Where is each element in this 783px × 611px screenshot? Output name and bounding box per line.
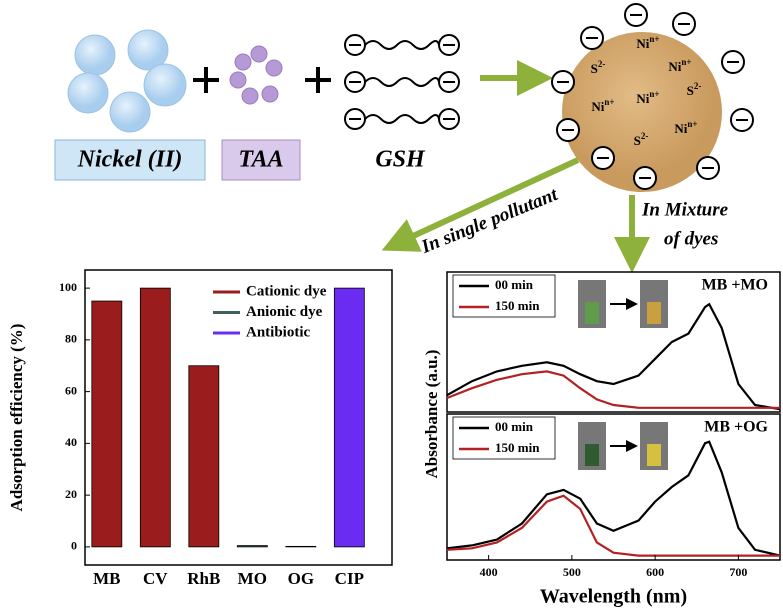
vial-liquid [647, 302, 661, 324]
plus [193, 67, 331, 93]
x-tick-label: RhB [187, 569, 220, 588]
bar [333, 287, 365, 548]
legend-label: Cationic dye [246, 283, 327, 299]
reagent-label: GSH [375, 147, 426, 173]
surface-charges [551, 3, 754, 190]
ion: Ni [674, 121, 687, 136]
legend-box [452, 416, 556, 460]
x-tick-label: 600 [646, 565, 664, 579]
legend-label: 150 min [495, 440, 540, 455]
charge: 2- [598, 59, 606, 69]
charge: n+ [649, 89, 659, 99]
x-tick-label: MB [93, 569, 120, 588]
gsh-molecules [344, 34, 460, 130]
nickel-box [54, 139, 206, 181]
y-tick-label: 0 [71, 539, 77, 553]
x-tick-label: 400 [480, 565, 498, 579]
arrow-label: In Mixture [641, 199, 729, 220]
bar [91, 300, 123, 548]
ion: S [591, 61, 598, 76]
x-tick-label: 500 [563, 565, 581, 579]
bar [139, 287, 171, 548]
legend-label: Anionic dye [246, 304, 323, 320]
legend-label: Antibiotic [246, 324, 311, 340]
ion: Ni [636, 36, 649, 51]
vial-liquid [647, 444, 661, 466]
legend-label: 00 min [495, 277, 534, 292]
taa [229, 45, 283, 105]
x-tick-label: CV [143, 569, 168, 588]
nickel-ions [67, 29, 187, 133]
charts: 0 20 40 60 80 100 Adsorption efficiency (%) MB C… [7, 269, 781, 608]
spectrum [446, 440, 781, 557]
charge: 2- [694, 81, 702, 91]
y-axis-label: Absorbance (a.u.) [422, 350, 441, 479]
ion: Ni [591, 99, 604, 114]
vial-liquid [585, 302, 599, 324]
particle-label: S2- [634, 131, 649, 148]
particle-label: S2- [687, 81, 702, 98]
particle-label: Nin+ [636, 34, 659, 51]
bar [285, 545, 317, 548]
y-tick-label: 60 [65, 383, 77, 397]
charge: n+ [604, 97, 614, 107]
particle-labels: Nin+S2- Nin+Nin+ Nin+ S2-Nin+S2- [591, 34, 702, 148]
reagent-label: Nickel (II) [77, 147, 183, 173]
y-tick-label: 100 [59, 280, 77, 294]
spectrum [446, 302, 781, 411]
panel-label: MB +MO [702, 277, 768, 294]
x-tick-label: 700 [729, 565, 747, 579]
particle-label: S2- [591, 59, 606, 76]
charge: n+ [681, 57, 691, 67]
legend-label: 150 min [495, 298, 540, 313]
y-tick-label: 80 [65, 332, 77, 346]
charge: n+ [687, 119, 697, 129]
particle-label: Nin+ [591, 97, 614, 114]
plot-frame [446, 271, 781, 413]
x-tick-label: OG [288, 569, 314, 588]
legend-box [452, 274, 556, 318]
x-axis-label: Wavelength (nm) [540, 586, 687, 608]
arrow-label: of dyes [664, 228, 718, 249]
particle-label: Nin+ [668, 57, 691, 74]
ion: Ni [636, 91, 649, 106]
y-tick-label: 40 [65, 435, 77, 449]
x-tick-label: MO [238, 569, 267, 588]
panel-label: MB +OG [704, 419, 768, 436]
spectrum [446, 494, 780, 557]
spectrum [446, 370, 780, 409]
arrow [381, 157, 580, 252]
ion: S [634, 133, 641, 148]
bar [236, 545, 268, 548]
y-axis-label: Adsorption efficiency (%) [7, 324, 26, 512]
vial-liquid [585, 444, 599, 466]
taa-box [221, 139, 301, 181]
reagent-label: TAA [238, 147, 283, 173]
particle-label: Nin+ [636, 89, 659, 106]
particle-label: Nin+ [674, 119, 697, 136]
charge: n+ [649, 34, 659, 44]
plot-frame [446, 413, 781, 561]
charge: 2- [641, 131, 649, 141]
legend-label: 00 min [495, 419, 534, 434]
x-tick-label: CIP [335, 569, 364, 588]
plot-frame [84, 269, 393, 566]
ion: S [687, 83, 694, 98]
bar [188, 365, 220, 548]
ion: Ni [668, 59, 681, 74]
y-tick-label: 20 [65, 487, 77, 501]
